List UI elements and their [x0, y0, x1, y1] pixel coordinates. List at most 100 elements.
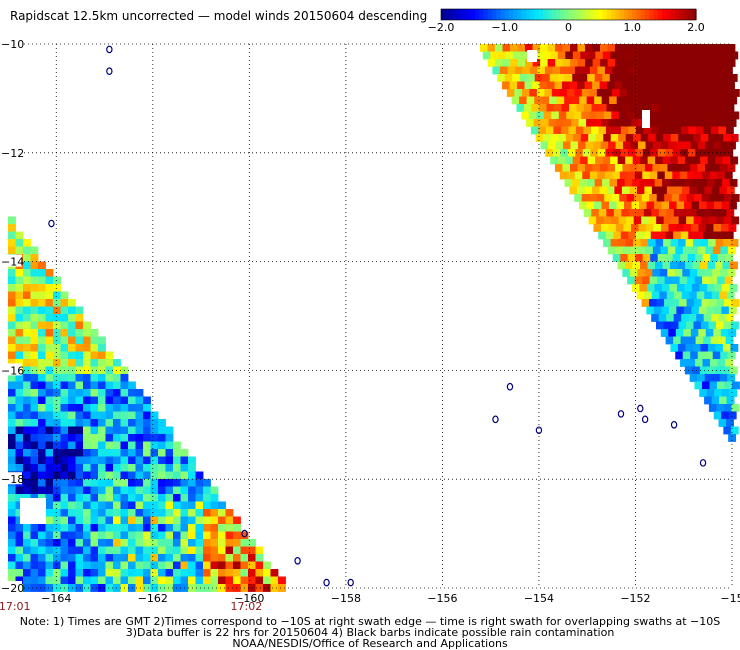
heatmap-cell	[693, 321, 702, 330]
heatmap-cell	[651, 209, 660, 217]
heatmap-cell	[45, 584, 54, 592]
heatmap-cell	[113, 456, 121, 465]
heatmap-cell	[682, 164, 691, 172]
heatmap-cell	[15, 351, 24, 360]
heatmap-cell	[195, 569, 204, 577]
heatmap-cell	[585, 44, 593, 52]
heatmap-cell	[248, 546, 256, 555]
heatmap-cell	[38, 524, 46, 532]
heatmap-cell	[670, 51, 679, 60]
heatmap-cell	[711, 186, 720, 195]
heatmap-cell	[158, 456, 166, 465]
heatmap-cell	[83, 554, 91, 562]
heatmap-cell	[682, 269, 691, 277]
heatmap-cell	[45, 396, 54, 405]
heatmap-cell	[724, 299, 732, 307]
heatmap-cell	[8, 456, 16, 465]
heatmap-cell	[729, 366, 738, 375]
heatmap-cell	[75, 554, 84, 562]
heatmap-cell	[68, 531, 76, 540]
heatmap-cell	[657, 276, 666, 285]
heatmap-cell	[693, 239, 701, 247]
heatmap-cell	[692, 344, 701, 352]
heatmap-cell	[75, 539, 84, 547]
heatmap-cell	[98, 374, 106, 382]
heatmap-cell	[729, 74, 738, 82]
heatmap-cell	[622, 246, 631, 255]
heatmap-cell	[671, 216, 680, 225]
heatmap-cell	[651, 104, 660, 112]
heatmap-cell	[712, 59, 721, 67]
heatmap-cell	[684, 96, 693, 105]
heatmap-cell	[651, 314, 660, 322]
heatmap-cell	[128, 411, 136, 420]
heatmap-cell	[635, 126, 644, 135]
heatmap-cell	[641, 299, 650, 307]
heatmap-cell	[15, 246, 24, 255]
island-outline	[641, 415, 649, 424]
heatmap-cell	[596, 216, 605, 225]
heatmap-cell	[633, 216, 642, 225]
heatmap-cell	[233, 524, 241, 532]
heatmap-cell	[150, 471, 159, 480]
heatmap-cell	[68, 314, 76, 322]
heatmap-cell	[203, 576, 211, 585]
heatmap-cell	[165, 426, 174, 435]
heatmap-cell	[75, 351, 84, 360]
heatmap-cell	[113, 441, 121, 450]
heatmap-cell	[578, 141, 586, 150]
heatmap-cell	[113, 381, 121, 390]
heatmap-cell	[23, 464, 31, 472]
heatmap-cell	[724, 381, 733, 390]
y-tick-label: −18	[1, 473, 24, 486]
heatmap-cell	[120, 456, 129, 465]
heatmap-cell	[613, 126, 622, 135]
heatmap-cell	[625, 134, 634, 142]
heatmap-cell	[105, 584, 114, 592]
heatmap-cell	[574, 194, 583, 202]
heatmap-cell	[195, 539, 204, 547]
heatmap-cell	[23, 441, 31, 450]
heatmap-cell	[195, 494, 204, 502]
heatmap-cell	[575, 126, 584, 135]
heatmap-cell	[150, 584, 159, 592]
heatmap-cell	[715, 239, 724, 247]
heatmap-cell	[128, 516, 136, 525]
heatmap-cell	[150, 554, 159, 562]
heatmap-cell	[53, 299, 61, 307]
heatmap-cell	[173, 509, 181, 517]
heatmap-cell	[587, 179, 595, 187]
heatmap-cell	[716, 216, 725, 225]
heatmap-cell	[643, 126, 652, 135]
heatmap-cell	[642, 171, 651, 180]
heatmap-cell	[68, 336, 76, 345]
heatmap-cell	[75, 321, 84, 330]
heatmap-cell	[45, 441, 54, 450]
heatmap-cell	[105, 531, 114, 540]
heatmap-cell	[608, 141, 616, 150]
heatmap-cell	[721, 119, 730, 127]
heatmap-cell	[661, 201, 670, 210]
heatmap-cell	[731, 299, 740, 307]
heatmap-cell	[15, 321, 24, 330]
heatmap-cell	[53, 494, 61, 502]
island-outline	[294, 556, 301, 565]
heatmap-cell	[697, 164, 706, 172]
heatmap-cell	[120, 539, 129, 547]
heatmap-cell	[143, 449, 151, 457]
heatmap-cell	[105, 389, 114, 397]
colorbar-segment	[691, 9, 697, 20]
heatmap-cell	[143, 441, 151, 450]
heatmap-cell	[90, 351, 99, 360]
heatmap-cell	[710, 231, 719, 240]
heatmap-cell	[580, 156, 589, 165]
heatmap-cell	[68, 486, 76, 495]
heatmap-cell	[98, 426, 106, 435]
heatmap-cell	[588, 216, 597, 225]
heatmap-cell	[173, 501, 181, 510]
heatmap-cell	[668, 119, 677, 127]
heatmap-cell	[499, 66, 508, 75]
colorbar-segment	[572, 9, 578, 20]
heatmap-cell	[654, 96, 663, 105]
heatmap-cell	[677, 51, 686, 60]
